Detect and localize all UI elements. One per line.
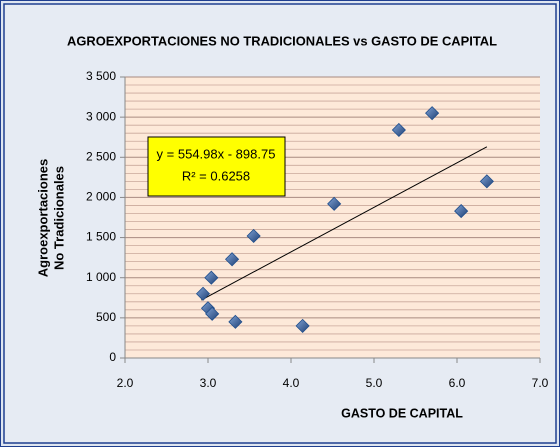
- data-point: [204, 270, 219, 285]
- y-tick-label: 2 000: [86, 190, 116, 204]
- data-point: [246, 228, 261, 244]
- y-tick-label: 3 500: [86, 69, 116, 83]
- data-point: [225, 252, 240, 267]
- y-tick-label: 3 000: [86, 109, 116, 123]
- data-point: [205, 306, 220, 321]
- data-point: [195, 286, 211, 301]
- x-tick-label: 7.0: [532, 376, 549, 390]
- data-point: [425, 106, 440, 121]
- annotation-box: [147, 136, 286, 197]
- data-point: [228, 314, 243, 329]
- y-tick-label: 0: [109, 350, 116, 364]
- x-axis-label: GASTO DE CAPITAL: [341, 406, 463, 420]
- data-point: [479, 174, 494, 189]
- x-tick-label: 4.0: [283, 376, 300, 390]
- data-point: [454, 204, 469, 219]
- data-point: [295, 318, 310, 333]
- trendline: [201, 146, 488, 301]
- x-tick-label: 5.0: [366, 376, 383, 390]
- y-tick-label: 1 500: [86, 230, 116, 244]
- x-tick-label: 2.0: [117, 376, 134, 390]
- x-tick-label: 6.0: [449, 376, 466, 390]
- chart-title: AGROEXPORTACIONES NO TRADICIONALES vs GA…: [67, 34, 497, 48]
- plot-area: [125, 77, 540, 358]
- x-tick-label: 3.0: [200, 376, 217, 390]
- data-point: [391, 122, 406, 138]
- annotation-r2: R² = 0.6258: [182, 168, 250, 183]
- y-tick-label: 500: [96, 310, 116, 324]
- y-tick-label: 1 000: [86, 270, 116, 284]
- y-tick-label: 2 500: [86, 149, 116, 163]
- data-point: [327, 196, 342, 211]
- y-axis-label: Agroexportaciones: [35, 159, 50, 277]
- y-axis-label: No Tradicionales: [51, 166, 66, 270]
- annotation-equation: y = 554.98x - 898.75: [157, 146, 276, 161]
